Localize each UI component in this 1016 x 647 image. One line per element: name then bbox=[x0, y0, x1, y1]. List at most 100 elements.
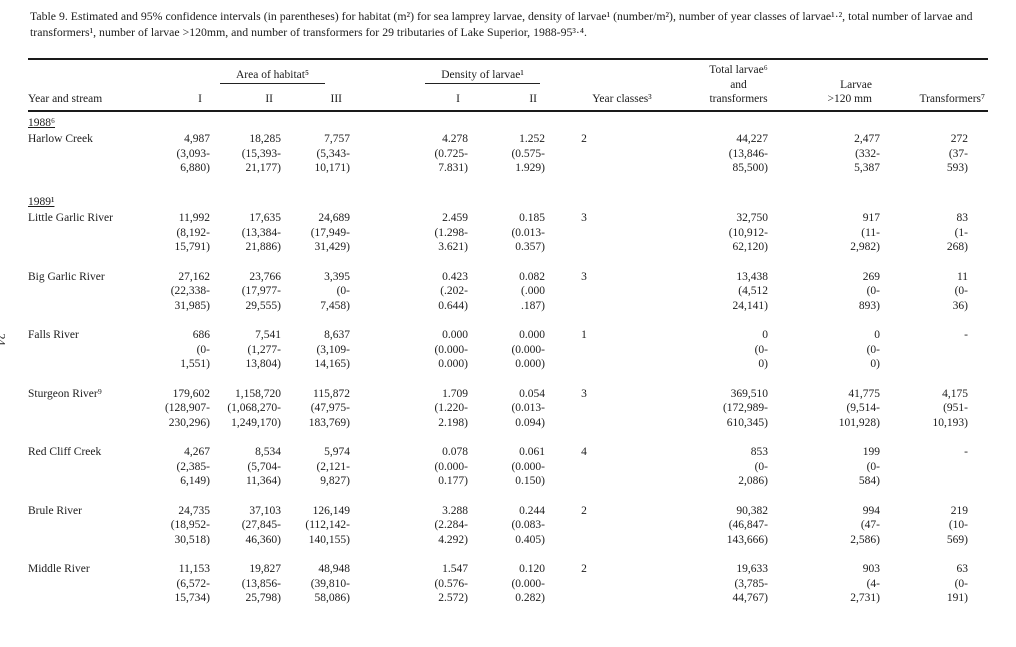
cell-density-i: 0.000 (0.000- 0.000) bbox=[434, 329, 468, 370]
data-table: Year and stream Area of habitat⁵ Density… bbox=[28, 58, 989, 621]
stream-name: Brule River bbox=[28, 504, 82, 517]
cell-area-iii: 7,757 (5,343- 10,171) bbox=[314, 133, 350, 174]
stream-row: Little Garlic River 11,992 (8,192- 15,791… bbox=[28, 211, 988, 270]
cell-larvae-120mm: 199 (0- 584) bbox=[858, 446, 881, 487]
cell-area-ii: 7,541 (1,277- 13,804) bbox=[245, 329, 281, 370]
cell-density-i: 3.288 (2.284- 4.292) bbox=[434, 504, 468, 546]
cell-total-larvae: 44,227 (13,846- 85,500) bbox=[728, 133, 769, 174]
cell-year-classes: 2 bbox=[581, 563, 587, 575]
cell-year-classes: 2 bbox=[581, 133, 587, 145]
cell-area-i: 24,735 (18,952- 30,518) bbox=[170, 504, 210, 546]
cell-year-classes: 3 bbox=[581, 212, 587, 224]
cell-density-ii: 0.054 (0.013- 0.094) bbox=[511, 387, 546, 429]
cell-larvae-120mm: 269 (0- 893) bbox=[858, 270, 881, 312]
stream-name: Middle River bbox=[28, 563, 90, 575]
cell-density-ii: 0.061 (0.000- 0.150) bbox=[511, 446, 546, 487]
cell-total-larvae: 90,382 (46,847- 143,666) bbox=[726, 504, 769, 546]
cell-area-ii: 8,534 (5,704- 11,364) bbox=[245, 446, 281, 487]
cell-total-larvae: 32,750 (10,912- 62,120) bbox=[728, 212, 769, 253]
cell-area-i: 686 (0- 1,551) bbox=[180, 329, 210, 370]
stream-name: Red Cliff Creek bbox=[28, 446, 102, 458]
cell-density-i: 4.278 (0.725- 7.831) bbox=[434, 133, 468, 174]
cell-transformers: 11 (0- 36) bbox=[952, 270, 969, 312]
stream-name: Harlow Creek bbox=[28, 133, 93, 145]
stream-row: Falls River 686 (0- 1,551) 7,541 (1,277- 1… bbox=[28, 328, 988, 387]
cell-area-i: 27,162 (22,338- 31,985) bbox=[170, 270, 210, 312]
cell-area-ii: 17,635 (13,384- 21,886) bbox=[241, 212, 281, 253]
cell-year-classes: 3 bbox=[581, 270, 587, 283]
cell-total-larvae: 853 (0- 2,086) bbox=[738, 446, 769, 487]
year-group-row: 1989¹ bbox=[28, 191, 988, 212]
cell-density-i: 1.709 (1.220- 2.198) bbox=[434, 387, 468, 429]
cell-area-iii: 24,689 (17,949- 31,429) bbox=[310, 212, 350, 253]
cell-area-iii: 126,149 (112,142- 140,155) bbox=[305, 504, 350, 546]
cell-area-ii: 37,103 (27,845- 46,360) bbox=[241, 504, 281, 546]
cell-larvae-120mm: 994 (47- 2,586) bbox=[850, 504, 881, 546]
stream-row: Brule River 24,735 (18,952- 30,518) 37,103… bbox=[28, 504, 988, 563]
year-group-cell: 1988⁶ bbox=[28, 111, 988, 133]
table-caption: Table 9. Estimated and 95% confidence in… bbox=[30, 9, 973, 39]
cell-area-i: 4,267 (2,385- 6,149) bbox=[176, 446, 210, 487]
cell-density-i: 0.423 (.202- 0.644) bbox=[438, 270, 468, 312]
cell-area-iii: 8,637 (3,109- 14,165) bbox=[314, 329, 350, 370]
year-group-cell: 1989¹ bbox=[28, 191, 988, 212]
cell-year-classes: 4 bbox=[581, 446, 587, 458]
col-header-total-larvae: Total larvae⁶ and transformers bbox=[659, 59, 769, 112]
cell-year-classes: 2 bbox=[581, 504, 587, 517]
stream-row: Sturgeon River⁹ 179,602 (128,907- 230,296… bbox=[28, 387, 988, 446]
stream-name: Big Garlic River bbox=[28, 270, 105, 283]
cell-area-ii: 1,158,720 (1,068,270- 1,249,170) bbox=[227, 387, 281, 429]
page-number-sidelabel: 24 bbox=[0, 333, 9, 346]
cell-area-iii: 115,872 (47,975- 183,769) bbox=[308, 387, 350, 429]
cell-density-ii: 0.244 (0.083- 0.405) bbox=[511, 504, 546, 546]
col-header-area-group: Area of habitat⁵ bbox=[140, 59, 350, 85]
cell-area-i: 4,987 (3,093- 6,880) bbox=[176, 133, 210, 174]
col-header-year-classes: Year classes³ bbox=[545, 59, 660, 112]
stream-row: Red Cliff Creek 4,267 (2,385- 6,149) 8,534… bbox=[28, 445, 988, 504]
cell-area-iii: 48,948 (39,810- 58,086) bbox=[310, 563, 350, 604]
cell-larvae-120mm: 0 (0- 0) bbox=[866, 329, 881, 370]
cell-density-i: 1.547 (0.576- 2.572) bbox=[434, 563, 468, 604]
cell-total-larvae: 0 (0- 0) bbox=[754, 329, 769, 370]
stream-name: Sturgeon River⁹ bbox=[28, 387, 102, 400]
cell-larvae-120mm: 2,477 (332- 5,387 bbox=[854, 133, 881, 174]
col-header-larvae-120mm: Larvae >120 mm bbox=[768, 59, 881, 112]
col-header-year-and-stream: Year and stream bbox=[28, 59, 140, 112]
year-label: 1988⁶ bbox=[28, 116, 56, 129]
subcol-area-i: I bbox=[140, 84, 210, 112]
col-header-transformers: Transformers⁷ bbox=[880, 59, 989, 112]
stream-name: Falls River bbox=[28, 329, 79, 341]
table-body: 1988⁶ Harlow Creek 4,987 (3,093- 6,880) 18,… bbox=[28, 111, 988, 621]
cell-year-classes: 3 bbox=[581, 387, 587, 400]
cell-density-i: 2.459 (1.298- 3.621) bbox=[434, 212, 468, 253]
density-group-label: Density of larvae¹ bbox=[425, 68, 540, 85]
stream-row: Middle River 11,153 (6,572- 15,734) 19,827… bbox=[28, 562, 988, 621]
table-header: Year and stream Area of habitat⁵ Density… bbox=[28, 59, 989, 112]
cell-total-larvae: 19,633 (3,785- 44,767) bbox=[732, 563, 769, 604]
stream-name: Little Garlic River bbox=[28, 212, 113, 224]
cell-density-ii: 1.252 (0.575- 1.929) bbox=[511, 133, 546, 174]
cell-year-classes: 1 bbox=[581, 329, 587, 341]
cell-density-ii: 0.000 (0.000- 0.000) bbox=[511, 329, 546, 370]
cell-larvae-120mm: 903 (4- 2,731) bbox=[850, 563, 881, 604]
cell-area-ii: 18,285 (15,393- 21,177) bbox=[241, 133, 281, 174]
cell-area-ii: 23,766 (17,977- 29,555) bbox=[241, 270, 281, 312]
cell-area-iii: 5,974 (2,121- 9,827) bbox=[316, 446, 350, 487]
header-subrow: I II III I II bbox=[28, 84, 988, 112]
cell-larvae-120mm: 41,775 (9,514- 101,928) bbox=[838, 387, 881, 429]
year-group-row: 1988⁶ bbox=[28, 111, 988, 133]
cell-transformers: - bbox=[964, 329, 969, 341]
cell-area-i: 11,153 (6,572- 15,734) bbox=[174, 563, 210, 604]
subcol-density-ii: II bbox=[468, 84, 546, 112]
year-label: 1989¹ bbox=[28, 195, 55, 208]
stream-row: Big Garlic River 27,162 (22,338- 31,985) 2… bbox=[28, 270, 988, 329]
cell-transformers: 4,175 (951- 10,193) bbox=[932, 387, 969, 429]
cell-area-i: 179,602 (128,907- 230,296) bbox=[164, 387, 210, 429]
cell-transformers: - bbox=[964, 446, 969, 458]
subcol-area-ii: II bbox=[210, 84, 281, 112]
stream-row: Harlow Creek 4,987 (3,093- 6,880) 18,285 (… bbox=[28, 132, 988, 191]
area-group-label: Area of habitat⁵ bbox=[220, 68, 325, 85]
cell-area-iii: 3,395 (0- 7,458) bbox=[320, 270, 350, 312]
cell-larvae-120mm: 917 (11- 2,982) bbox=[850, 212, 881, 253]
